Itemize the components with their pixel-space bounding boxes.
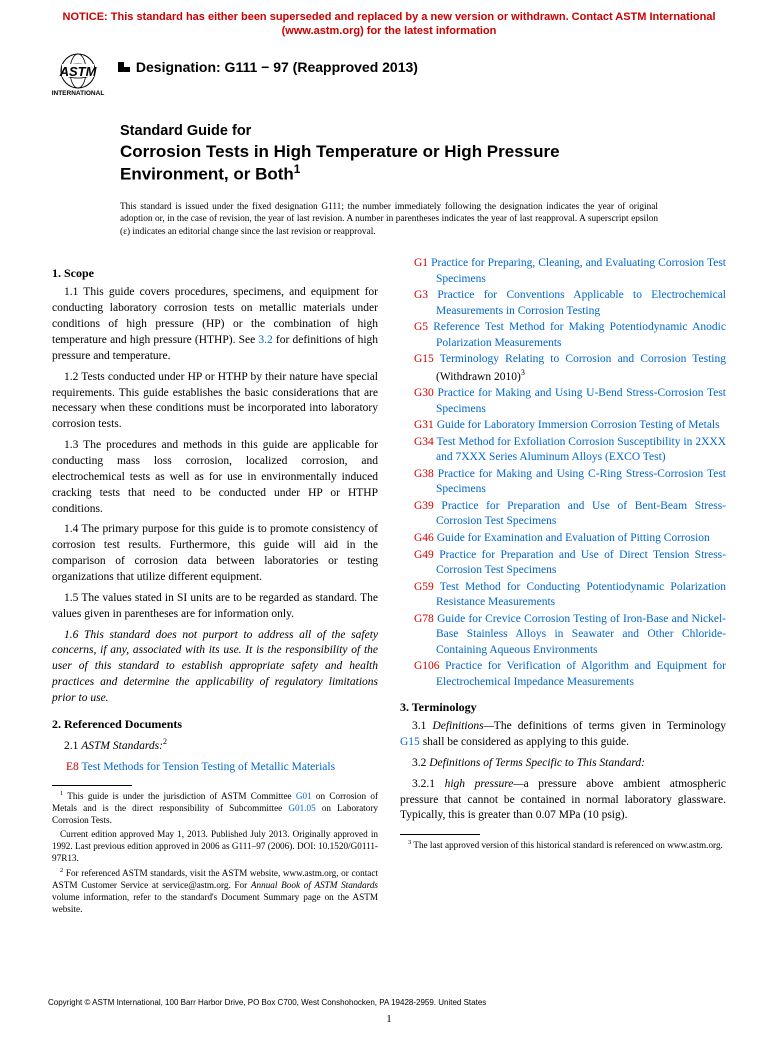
ref-g106[interactable]: G106 Practice for Verification of Algori… — [400, 659, 726, 690]
ref-g49[interactable]: G49 Practice for Preparation and Use of … — [400, 548, 726, 579]
para-3-2: 3.2 Definitions of Terms Specific to Thi… — [400, 756, 726, 772]
para-1-2: 1.2 Tests conducted under HP or HTHP by … — [52, 370, 378, 433]
copyright: Copyright © ASTM International, 100 Barr… — [48, 998, 486, 1007]
ref-g78[interactable]: G78 Guide for Crevice Corrosion Testing … — [400, 612, 726, 659]
terminology-heading: 3. Terminology — [400, 700, 726, 715]
footnote-2: 2 For referenced ASTM standards, visit t… — [52, 867, 378, 916]
svg-text:ASTM: ASTM — [59, 64, 98, 79]
svg-text:INTERNATIONAL: INTERNATIONAL — [52, 90, 105, 97]
ref-g31[interactable]: G31 Guide for Laboratory Immersion Corro… — [400, 418, 726, 434]
designation-text: Designation: G111 − 97 (Reapproved 2013) — [136, 59, 418, 75]
ref-g59[interactable]: G59 Test Method for Conducting Potentiod… — [400, 580, 726, 611]
two-column-body: 1. Scope 1.1 This guide covers procedure… — [0, 238, 778, 917]
ref-g46[interactable]: G46 Guide for Examination and Evaluation… — [400, 531, 726, 547]
ref-g39[interactable]: G39 Practice for Preparation and Use of … — [400, 499, 726, 530]
right-column: G1 Practice for Preparing, Cleaning, and… — [400, 256, 726, 917]
left-column: 1. Scope 1.1 This guide covers procedure… — [52, 256, 378, 917]
scope-heading: 1. Scope — [52, 266, 378, 281]
designation: Designation: G111 − 97 (Reapproved 2013) — [116, 51, 418, 75]
footnote-1b: Current edition approved May 1, 2013. Pu… — [52, 829, 378, 865]
supersession-notice: NOTICE: This standard has either been su… — [0, 0, 778, 45]
link-g15[interactable]: G15 — [400, 736, 420, 748]
para-1-5: 1.5 The values stated in SI units are to… — [52, 591, 378, 623]
link-3-2[interactable]: 3.2 — [258, 334, 272, 346]
ref-g1[interactable]: G1 Practice for Preparing, Cleaning, and… — [400, 256, 726, 287]
ref-e8[interactable]: E8 Test Methods for Tension Testing of M… — [52, 760, 378, 776]
para-1-6: 1.6 This standard does not purport to ad… — [52, 628, 378, 707]
header-row: ASTM INTERNATIONAL Designation: G111 − 9… — [0, 45, 778, 97]
refdocs-heading: 2. Referenced Documents — [52, 717, 378, 732]
para-1-3: 1.3 The procedures and methods in this g… — [52, 438, 378, 517]
ref-g34[interactable]: G34 Test Method for Exfoliation Corrosio… — [400, 435, 726, 466]
footnote-1: 1 This guide is under the jurisdiction o… — [52, 790, 378, 827]
link-g01[interactable]: G01 — [296, 791, 312, 801]
footnote-separator-r — [400, 834, 480, 835]
ref-g15[interactable]: G15 Terminology Relating to Corrosion an… — [400, 352, 726, 385]
para-2-1: 2.1 ASTM Standards:2 — [52, 736, 378, 755]
page-number: 1 — [0, 1013, 778, 1025]
ref-g38[interactable]: G38 Practice for Making and Using C-Ring… — [400, 467, 726, 498]
references-list: G1 Practice for Preparing, Cleaning, and… — [400, 256, 726, 690]
astm-logo: ASTM INTERNATIONAL — [50, 51, 106, 97]
ref-g3[interactable]: G3 Practice for Conventions Applicable t… — [400, 288, 726, 319]
para-1-4: 1.4 The primary purpose for this guide i… — [52, 522, 378, 585]
link-g01-05[interactable]: G01.05 — [288, 803, 315, 813]
para-1-1: 1.1 This guide covers procedures, specim… — [52, 285, 378, 364]
para-3-2-1: 3.2.1 high pressure—a pressure above amb… — [400, 777, 726, 825]
ref-g5[interactable]: G5 Reference Test Method for Making Pote… — [400, 320, 726, 351]
footnote-separator — [52, 785, 132, 786]
title-line2: Corrosion Tests in High Temperature or H… — [120, 139, 658, 185]
para-3-1: 3.1 Definitions—The definitions of terms… — [400, 719, 726, 751]
issued-note: This standard is issued under the fixed … — [0, 191, 778, 239]
footnote-3: 3 The last approved version of this hist… — [400, 839, 726, 852]
title-block: Standard Guide for Corrosion Tests in Hi… — [0, 97, 778, 191]
designation-icon — [116, 60, 132, 74]
title-line1: Standard Guide for — [120, 123, 658, 139]
ref-g30[interactable]: G30 Practice for Making and Using U-Bend… — [400, 386, 726, 417]
